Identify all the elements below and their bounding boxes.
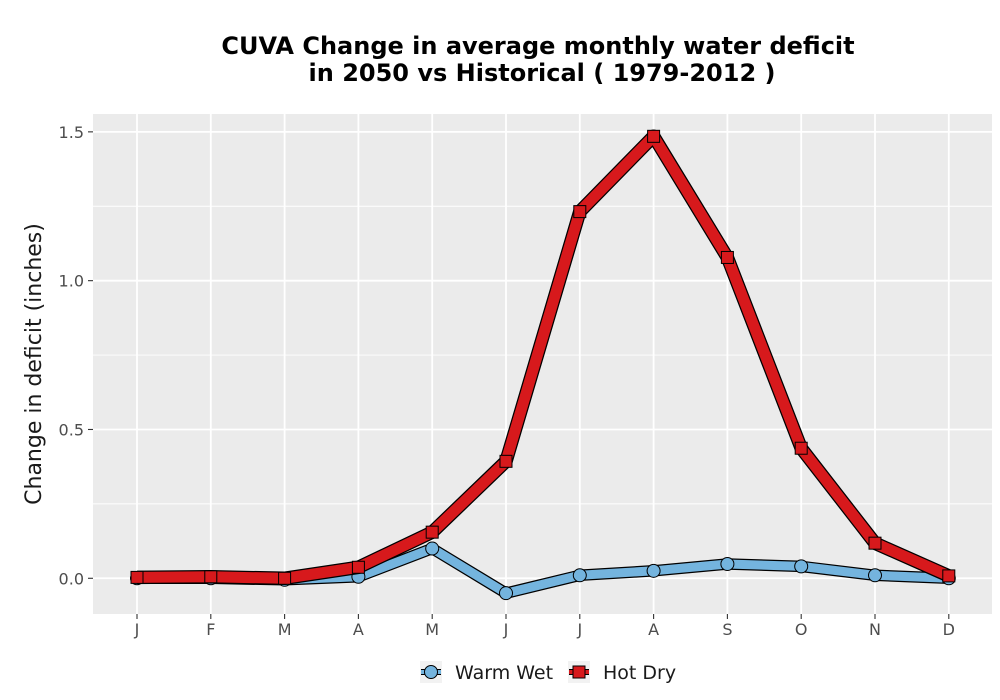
y-tick-label: 1.0	[59, 272, 84, 291]
x-tick-label: F	[206, 620, 215, 639]
legend-circle-marker	[424, 665, 438, 679]
x-tick-label: D	[943, 620, 955, 639]
x-tick-label: J	[134, 620, 140, 639]
data-point-square	[573, 205, 587, 219]
x-tick-label: A	[648, 620, 659, 639]
series-layer	[130, 129, 956, 601]
data-point-square	[794, 441, 808, 455]
x-tick-label: O	[795, 620, 808, 639]
legend-label: Warm Wet	[455, 662, 553, 684]
series-line	[136, 130, 952, 584]
data-point-circle	[425, 541, 440, 556]
data-point-circle	[572, 568, 587, 583]
data-point-square	[868, 536, 882, 550]
y-axis-title: Change in deficit (inches)	[22, 223, 47, 505]
data-point-square	[499, 454, 513, 468]
data-point-square	[130, 570, 144, 584]
x-tick-label: J	[503, 620, 509, 639]
x-tick-label: M	[278, 620, 292, 639]
legend-label: Hot Dry	[603, 662, 676, 684]
x-tick-label: M	[425, 620, 439, 639]
data-point-square	[425, 525, 439, 539]
y-tick-label: 0.0	[59, 569, 84, 588]
data-point-circle	[794, 559, 809, 574]
x-tick-label: A	[353, 620, 364, 639]
y-tick-label: 0.5	[59, 420, 84, 439]
legend: Warm Wet Hot Dry	[420, 661, 676, 684]
data-point-square	[720, 250, 734, 264]
data-point-circle	[646, 563, 661, 578]
data-point-square	[647, 129, 661, 143]
y-axis-ticks: 0.0 0.5 1.0 1.5	[59, 123, 93, 588]
x-tick-label: J	[576, 620, 582, 639]
grid-major	[93, 114, 992, 614]
data-point-square	[278, 571, 292, 585]
x-tick-label: N	[869, 620, 881, 639]
data-point-square	[351, 560, 365, 574]
chart-title-line-2: in 2050 vs Historical ( 1979-2012 )	[309, 59, 776, 87]
plot-panel	[93, 114, 992, 614]
y-tick-label: 1.5	[59, 123, 84, 142]
legend-square-marker	[572, 665, 586, 679]
data-point-circle	[499, 586, 513, 601]
data-point-square	[204, 570, 218, 584]
data-point-circle	[868, 568, 882, 583]
chart-title-line-1: CUVA Change in average monthly water def…	[221, 32, 854, 60]
x-tick-label: S	[722, 620, 732, 639]
data-point-square	[942, 569, 956, 583]
data-point-circle	[720, 557, 735, 571]
